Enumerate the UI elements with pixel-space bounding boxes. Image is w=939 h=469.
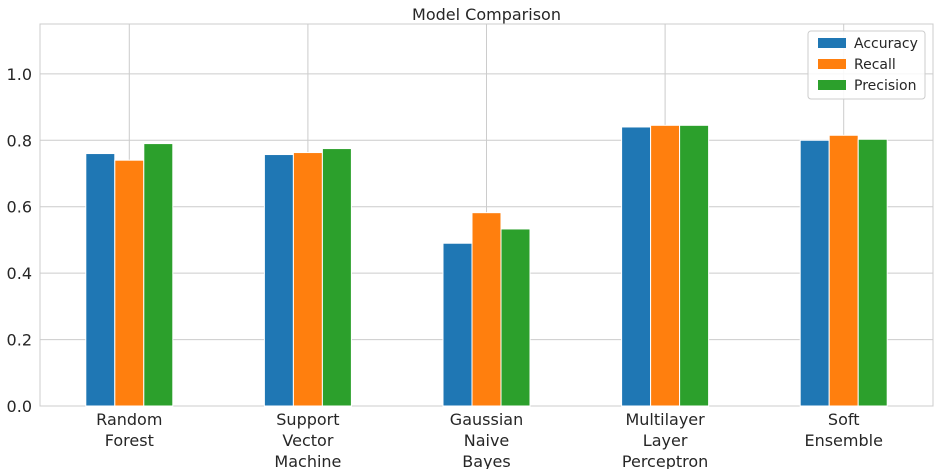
y-tick-label: 0.6	[7, 198, 32, 217]
x-tick-label: Multilayer Layer Perceptron	[622, 410, 708, 469]
legend-swatch-recall	[818, 59, 846, 69]
bar-accuracy	[799, 139, 830, 407]
x-tick-label-line: Soft	[828, 410, 860, 429]
y-tick-labels: 0.0 0.2 0.4 0.6 0.8 1.0	[7, 65, 32, 416]
x-tick-label-line: Machine	[274, 452, 341, 469]
bar-accuracy	[263, 154, 294, 407]
bar-precision	[143, 143, 174, 407]
x-tick-label-line: Naive	[464, 431, 510, 450]
x-tick-label: Support Vector Machine	[274, 410, 341, 469]
y-tick-label: 1.0	[7, 65, 32, 84]
x-tick-label-line: Gaussian	[450, 410, 523, 429]
x-tick-label-line: Vector	[282, 431, 333, 450]
x-tick-label: Random Forest	[96, 410, 162, 450]
legend-swatch-precision	[818, 80, 846, 90]
y-tick-label: 0.4	[7, 264, 32, 283]
bar-precision	[679, 124, 710, 407]
x-tick-labels: Random Forest Support Vector Machine Gaussian…	[96, 410, 883, 469]
x-tick-label-line: Multilayer	[625, 410, 705, 429]
x-tick-label-line: Perceptron	[622, 452, 708, 469]
legend-swatch-accuracy	[818, 38, 846, 48]
x-tick-label: Soft Ensemble	[804, 410, 882, 450]
x-tick-label-line: Ensemble	[804, 431, 882, 450]
bar-recall	[650, 124, 681, 407]
bar-accuracy	[621, 126, 652, 407]
y-tick-label: 0.8	[7, 131, 32, 150]
x-tick-label-line: Forest	[105, 431, 154, 450]
x-tick-label-line: Random	[96, 410, 162, 429]
x-tick-label-line: Bayes	[462, 452, 510, 469]
x-tick-label: Gaussian Naive Bayes	[450, 410, 523, 469]
chart-title: Model Comparison	[412, 5, 561, 24]
legend-label-precision: Precision	[854, 78, 916, 94]
legend-label-recall: Recall	[854, 57, 896, 73]
bar-accuracy	[85, 153, 116, 407]
y-tick-label: 0.0	[7, 397, 32, 416]
legend: Accuracy Recall Precision	[807, 30, 926, 100]
bar-recall	[828, 134, 859, 407]
bar-precision	[500, 228, 531, 407]
legend-label-accuracy: Accuracy	[854, 36, 918, 52]
x-tick-label-line: Support	[276, 410, 339, 429]
x-tick-label-line: Layer	[643, 431, 688, 450]
bar-precision	[857, 138, 888, 407]
bar-recall	[114, 159, 145, 407]
bar-recall	[292, 152, 323, 407]
bars	[85, 124, 888, 407]
y-tick-label: 0.2	[7, 331, 32, 350]
bar-accuracy	[442, 242, 473, 407]
bar-recall	[471, 212, 502, 407]
bar-precision	[321, 148, 352, 407]
